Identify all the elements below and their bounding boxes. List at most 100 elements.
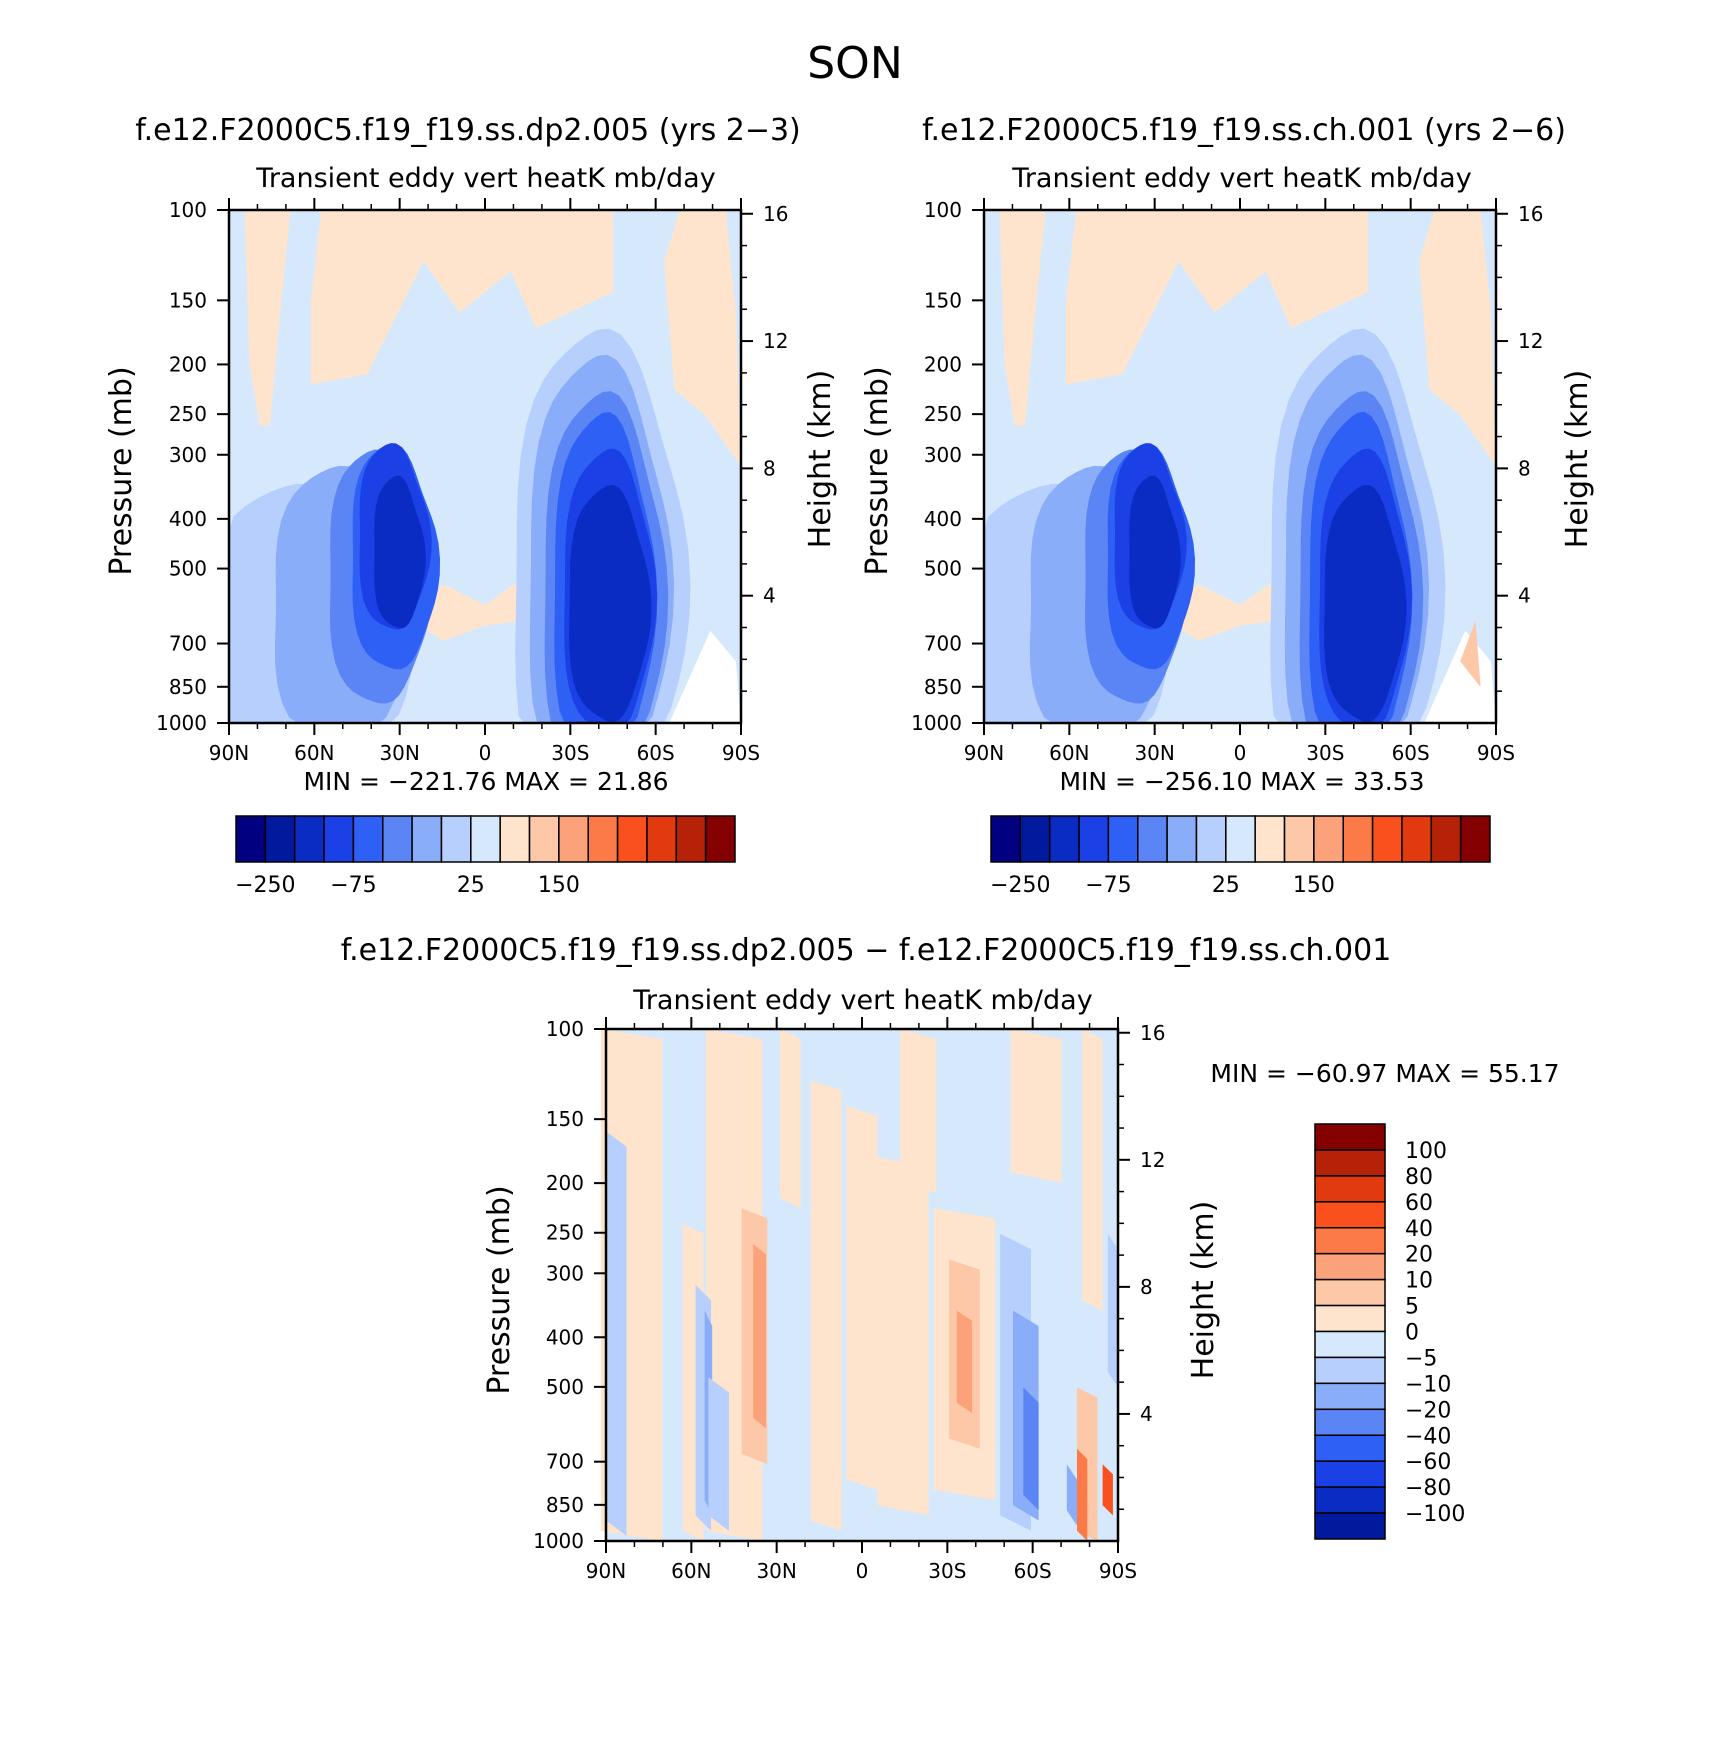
y-tick-label: 1000 [156,711,207,735]
colorbar-box [382,815,413,863]
x-tick-label: 30S [1306,741,1344,765]
x-tick-label: 90S [1099,1559,1137,1583]
x-tick-label: 60N [671,1559,711,1583]
colorbar-box [1107,815,1139,863]
colorbar-box [440,815,472,863]
panel-3-plot: 90N 60N 30N 0 30S 60S 90S 100 150 200 250 300 400 500… [533,1017,1165,1583]
y-tick-label: 300 [169,443,207,467]
y2-tick-label: 12 [1518,329,1543,353]
colorbar-box [1078,815,1110,863]
colorbar-label: 150 [538,873,580,898]
x-tick-label: 60S [1014,1559,1052,1583]
positive-anomaly-13 [900,1029,937,1193]
colorbar-box [558,815,589,863]
y-tick-label: 200 [546,1171,584,1195]
colorbar-label: 80 [1405,1165,1433,1190]
colorbar-box [1225,815,1256,863]
panel-2-minmax: MIN = −256.10 MAX = 33.53 [1059,767,1424,796]
positive-anomaly-15 [1082,1029,1103,1311]
colorbar-box [1314,1486,1386,1514]
x-tick-label: 60N [1049,741,1089,765]
colorbar-box [1314,1330,1386,1359]
colorbar-box [1166,815,1198,863]
positive-anomaly-12 [956,1310,973,1413]
stratosphere-positive-sh [1419,210,1496,467]
negative-anomaly-4 [708,1377,729,1531]
y-tick-label: 700 [924,632,962,656]
colorbar-box [470,815,501,863]
colorbar-box [1314,1201,1386,1229]
panel-2-plot: 90N 60N 30N 0 30S 60S 90S 100 150 200 250 300 400 500… [911,198,1543,765]
y-tick-label: 100 [924,198,962,222]
stratosphere-positive-sh [664,210,741,467]
y-tick-label: 850 [169,675,207,699]
missing-data-corner [669,630,741,723]
colorbar-label: 5 [1405,1295,1419,1320]
y-tick-label: 150 [169,288,207,312]
colorbar-label: 100 [1405,1139,1447,1164]
colorbar-box [1401,815,1433,863]
colorbar-label: −5 [1405,1346,1437,1371]
y-tick-label: 500 [924,557,962,581]
colorbar-box [528,815,560,863]
y2-tick-label: 12 [1140,1148,1165,1172]
y2-tick-label: 12 [763,329,788,353]
missing-data-corner [1424,630,1496,723]
y-tick-label: 400 [924,507,962,531]
colorbar-box [235,815,267,863]
y2-tick-label: 4 [1518,584,1531,608]
colorbar-label: −75 [330,873,376,898]
tropics-positive [1168,579,1292,641]
y-tick-label: 1000 [533,1529,584,1553]
panel-2-case: f.e12.F2000C5.f19_f19.ss.ch.001 (yrs 2−6… [922,113,1566,148]
y-tick-label: 500 [546,1375,584,1399]
negative-anomaly-8 [1107,1233,1118,1388]
colorbar-box [1314,1356,1386,1385]
colorbar-label: −80 [1405,1476,1451,1501]
y-tick-label: 850 [546,1493,584,1517]
x-tick-label: 30S [551,741,589,765]
positive-anomaly-7 [810,1080,842,1531]
colorbar-box [1314,1382,1386,1411]
panel-2-ylabel: Pressure (mb) [860,366,895,575]
x-tick-label: 30N [379,741,419,765]
tropics-positive [413,579,537,641]
y-tick-label: 300 [546,1261,584,1285]
nh-storm-track-level-6 [1129,475,1181,629]
y-tick-label: 200 [169,352,207,376]
colorbar-box [1459,815,1491,863]
colorbar-box [675,815,707,863]
panel-1-title: Transient eddy vert heatK mb/day [255,163,715,194]
y2-tick-label: 16 [1518,202,1543,226]
colorbar-box [1342,815,1374,863]
stratosphere-positive-nh [244,210,291,426]
x-tick-label: 90S [1477,741,1515,765]
colorbar-box [1314,1149,1386,1177]
y-tick-label: 700 [546,1450,584,1474]
colorbar-label: −75 [1085,873,1131,898]
figure-title: SON [807,38,902,89]
positive-anomaly-8 [846,1105,878,1490]
y-tick-label: 100 [169,198,207,222]
y-tick-label: 850 [924,675,962,699]
colorbar-box [587,815,619,863]
stratosphere-positive-mid [1065,210,1368,385]
y2-tick-label: 4 [763,584,776,608]
colorbar-label: 20 [1405,1243,1433,1268]
stratosphere-positive-nh [999,210,1046,426]
x-tick-label: 0 [856,1559,869,1583]
colorbar-box [1314,1434,1386,1462]
x-tick-label: 0 [1234,741,1247,765]
x-tick-label: 90N [209,741,249,765]
sh-storm-track-level-6 [1324,484,1407,723]
panel-3: f.e12.F2000C5.f19_f19.ss.dp2.005 − f.e12… [341,933,1560,1583]
positive-anomaly-17 [1077,1448,1088,1541]
x-tick-label: 90N [964,741,1004,765]
colorbar-label: 25 [1212,873,1240,898]
colorbar-label: 10 [1405,1269,1433,1294]
y2-tick-label: 16 [1140,1021,1165,1045]
negative-anomaly-7 [1023,1387,1039,1511]
colorbar-box [1314,1175,1386,1203]
y2-tick-label: 8 [1140,1275,1153,1299]
